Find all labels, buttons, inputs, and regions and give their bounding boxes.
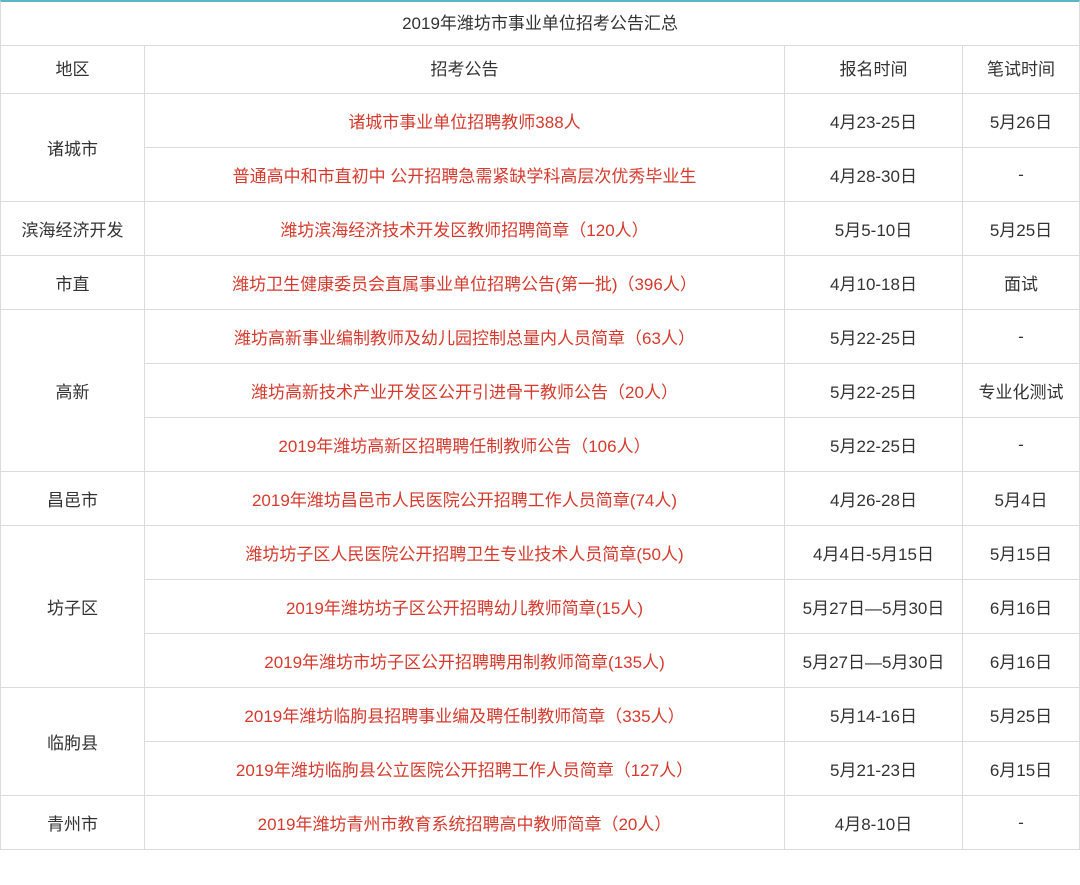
region-cell: 诸城市 [1,94,145,202]
exam-cell: 面试 [963,256,1079,310]
signup-cell: 4月10-18日 [785,256,963,310]
notice-link[interactable]: 2019年潍坊临朐县招聘事业编及聘任制教师简章（335人） [145,688,785,742]
signup-cell: 4月28-30日 [785,148,963,202]
signup-cell: 5月22-25日 [785,364,963,418]
signup-cell: 5月22-25日 [785,310,963,364]
region-cell: 临朐县 [1,688,145,796]
region-cell: 高新 [1,310,145,472]
exam-cell: 5月15日 [963,526,1079,580]
exam-cell: 6月16日 [963,634,1079,688]
col-notice: 招考公告 诸城市事业单位招聘教师388人普通高中和市直初中 公开招聘急需紧缺学科… [145,46,785,850]
notice-link[interactable]: 潍坊高新技术产业开发区公开引进骨干教师公告（20人） [145,364,785,418]
notice-link[interactable]: 潍坊高新事业编制教师及幼儿园控制总量内人员简章（63人） [145,310,785,364]
exam-cell: - [963,310,1079,364]
exam-cell: - [963,418,1079,472]
notice-link[interactable]: 2019年潍坊高新区招聘聘任制教师公告（106人） [145,418,785,472]
recruitment-table: 2019年潍坊市事业单位招考公告汇总 地区 诸城市滨海经济开发市直高新昌邑市坊子… [0,0,1080,850]
exam-cell: 专业化测试 [963,364,1079,418]
exam-cell: 5月26日 [963,94,1079,148]
signup-cell: 4月8-10日 [785,796,963,850]
region-cell: 昌邑市 [1,472,145,526]
notice-link[interactable]: 潍坊坊子区人民医院公开招聘卫生专业技术人员简章(50人) [145,526,785,580]
notice-link[interactable]: 普通高中和市直初中 公开招聘急需紧缺学科高层次优秀毕业生 [145,148,785,202]
header-exam: 笔试时间 [963,46,1079,94]
table-grid: 地区 诸城市滨海经济开发市直高新昌邑市坊子区临朐县青州市 招考公告 诸城市事业单… [1,46,1079,850]
notice-link[interactable]: 2019年潍坊坊子区公开招聘幼儿教师简章(15人) [145,580,785,634]
signup-cell: 4月23-25日 [785,94,963,148]
notice-link[interactable]: 2019年潍坊临朐县公立医院公开招聘工作人员简章（127人） [145,742,785,796]
region-cell: 青州市 [1,796,145,850]
exam-cell: 5月4日 [963,472,1079,526]
signup-cell: 5月22-25日 [785,418,963,472]
exam-cell: - [963,796,1079,850]
notice-link[interactable]: 潍坊卫生健康委员会直属事业单位招聘公告(第一批)（396人） [145,256,785,310]
notice-link[interactable]: 2019年潍坊昌邑市人民医院公开招聘工作人员简章(74人) [145,472,785,526]
notice-link[interactable]: 潍坊滨海经济技术开发区教师招聘简章（120人） [145,202,785,256]
signup-cell: 5月5-10日 [785,202,963,256]
signup-cell: 4月26-28日 [785,472,963,526]
exam-cell: - [963,148,1079,202]
signup-cell: 5月27日—5月30日 [785,580,963,634]
signup-cell: 4月4日-5月15日 [785,526,963,580]
region-cell: 市直 [1,256,145,310]
exam-cell: 5月25日 [963,688,1079,742]
signup-cell: 5月21-23日 [785,742,963,796]
notice-link[interactable]: 诸城市事业单位招聘教师388人 [145,94,785,148]
signup-cell: 5月27日—5月30日 [785,634,963,688]
header-signup: 报名时间 [785,46,963,94]
signup-cell: 5月14-16日 [785,688,963,742]
header-region: 地区 [1,46,145,94]
region-cell: 滨海经济开发 [1,202,145,256]
header-notice: 招考公告 [145,46,785,94]
table-title: 2019年潍坊市事业单位招考公告汇总 [1,2,1079,46]
col-region: 地区 诸城市滨海经济开发市直高新昌邑市坊子区临朐县青州市 [1,46,145,850]
exam-cell: 6月16日 [963,580,1079,634]
region-cell: 坊子区 [1,526,145,688]
col-exam: 笔试时间 5月26日-5月25日面试-专业化测试-5月4日5月15日6月16日6… [963,46,1079,850]
notice-link[interactable]: 2019年潍坊青州市教育系统招聘高中教师简章（20人） [145,796,785,850]
exam-cell: 5月25日 [963,202,1079,256]
exam-cell: 6月15日 [963,742,1079,796]
notice-link[interactable]: 2019年潍坊市坊子区公开招聘聘用制教师简章(135人) [145,634,785,688]
col-signup: 报名时间 4月23-25日4月28-30日5月5-10日4月10-18日5月22… [785,46,963,850]
